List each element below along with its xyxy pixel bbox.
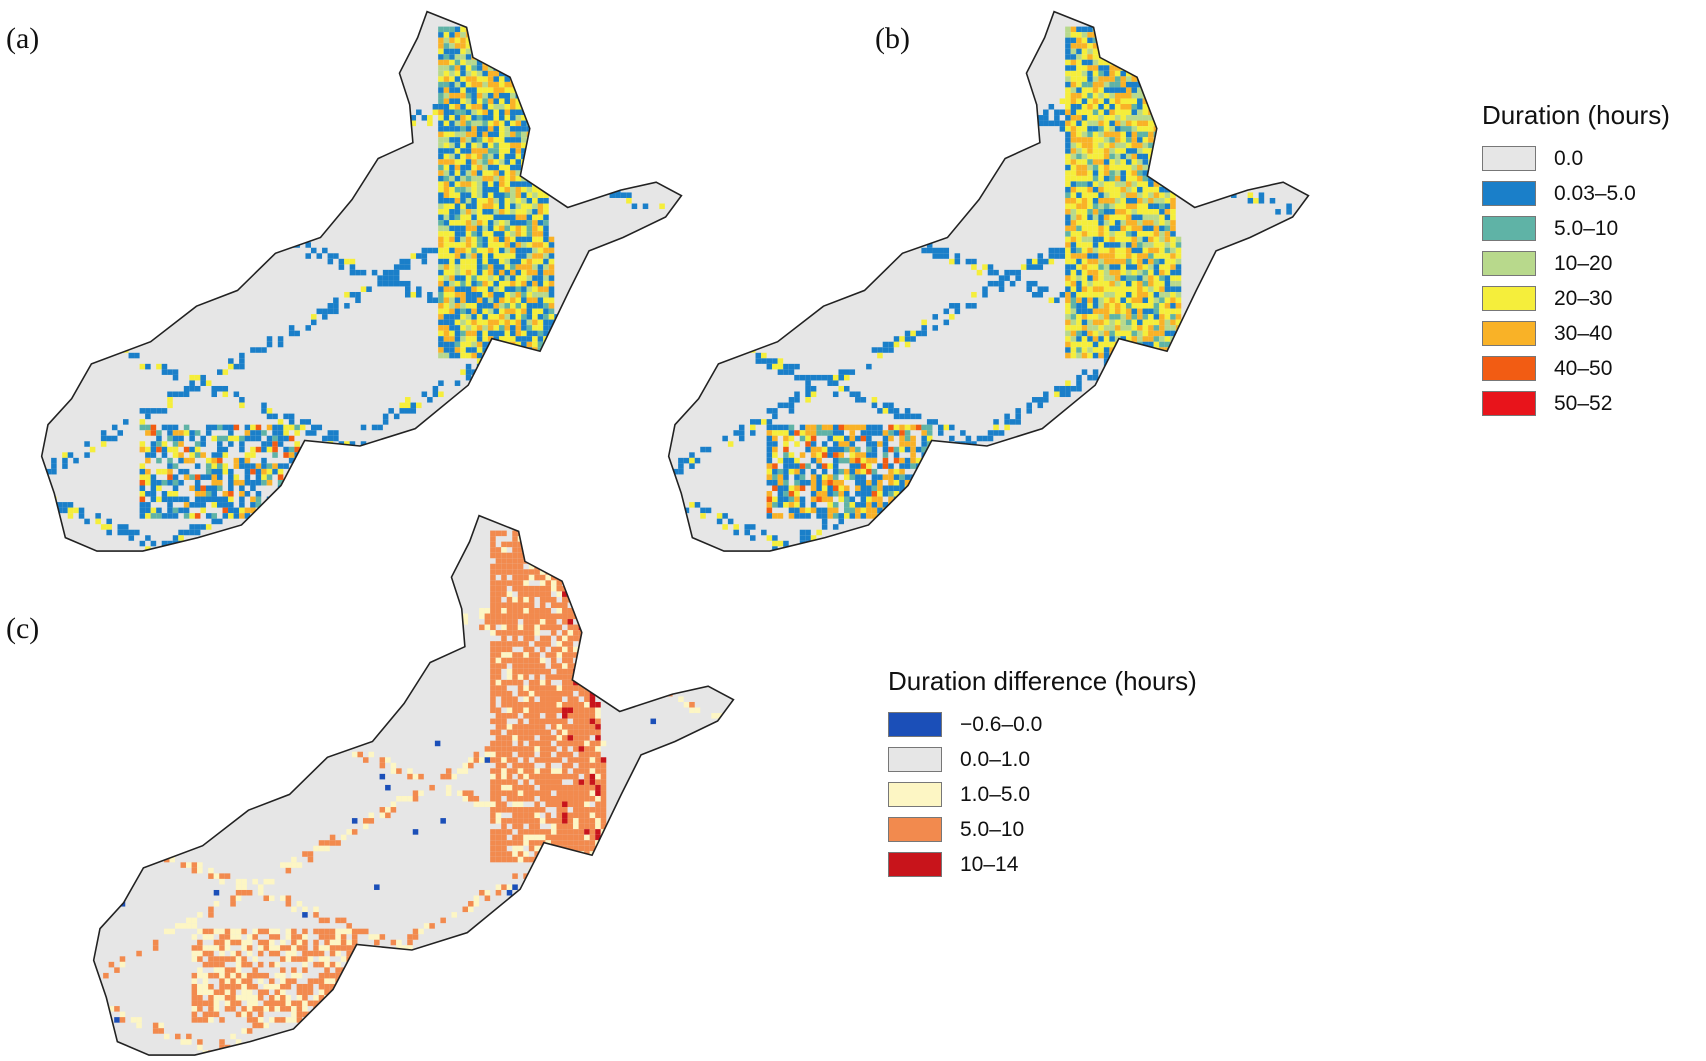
panel-label-a: (a) [6,22,40,55]
map-panel-b [667,10,1310,552]
legend-row: 0.0–1.0 [888,742,1197,777]
legend-swatch [1482,286,1536,311]
legend-row: 5.0–10 [1482,211,1670,246]
legend-label: 40–50 [1554,356,1613,380]
legend-label: 5.0–10 [960,817,1025,841]
legend-swatch [888,747,942,772]
legend-swatch [888,852,942,877]
legend-row: 0.03–5.0 [1482,176,1670,211]
legend-row: 0.0 [1482,141,1670,176]
panel-label-c: (c) [6,612,40,645]
basin-boundary [667,10,1310,552]
legend-row: 40–50 [1482,351,1670,386]
legend-label: 10–20 [1554,251,1613,275]
map-panel-c [92,514,735,1056]
legend-swatch [1482,321,1536,346]
legend-swatch [1482,391,1536,416]
legend-label: 30–40 [1554,321,1613,345]
legend-duration-title: Duration (hours) [1482,100,1670,130]
map-panel-a [40,10,683,552]
legend-swatch [1482,216,1536,241]
basin-area [93,515,734,1056]
legend-duration: Duration (hours) 0.0 0.03–5.0 5.0–10 10–20 2… [1482,100,1670,421]
legend-label: 0.0 [1554,146,1584,170]
legend-swatch [888,712,942,737]
legend-label: 5.0–10 [1554,216,1619,240]
legend-row: 1.0–5.0 [888,777,1197,812]
legend-row: 30–40 [1482,316,1670,351]
legend-label: −0.6–0.0 [960,712,1043,736]
legend-label: 0.03–5.0 [1554,181,1636,205]
basin-area [41,11,682,552]
basin-boundary [92,514,735,1056]
legend-row: 10–14 [888,847,1197,882]
legend-difference: Duration difference (hours) −0.6–0.0 0.0–… [888,666,1197,882]
legend-label: 20–30 [1554,286,1613,310]
legend-swatch [888,782,942,807]
legend-row: −0.6–0.0 [888,707,1197,742]
legend-swatch [1482,356,1536,381]
legend-row: 20–30 [1482,281,1670,316]
legend-row: 5.0–10 [888,812,1197,847]
legend-label: 10–14 [960,852,1019,876]
legend-swatch [888,817,942,842]
legend-label: 50–52 [1554,391,1613,415]
legend-swatch [1482,181,1536,206]
legend-label: 0.0–1.0 [960,747,1031,771]
legend-label: 1.0–5.0 [960,782,1031,806]
legend-swatch [1482,251,1536,276]
legend-row: 50–52 [1482,386,1670,421]
basin-boundary [40,10,683,552]
legend-difference-title: Duration difference (hours) [888,666,1197,696]
legend-row: 10–20 [1482,246,1670,281]
legend-swatch [1482,146,1536,171]
panel-label-b: (b) [875,22,910,55]
